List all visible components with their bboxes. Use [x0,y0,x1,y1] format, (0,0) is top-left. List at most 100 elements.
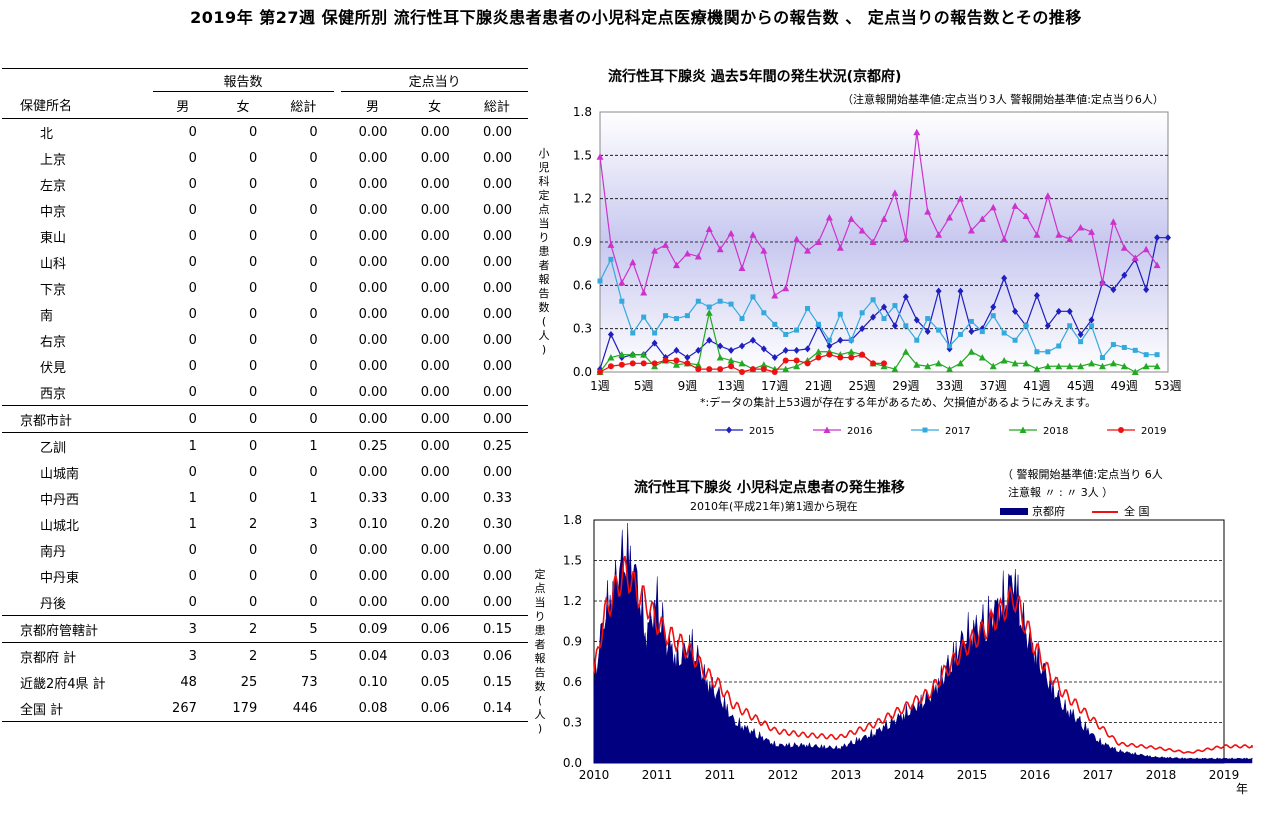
table-cell: 0.15 [483,674,512,690]
table-cell: 5 [273,615,334,643]
row-name: 京都市計 [2,405,153,433]
chart2-svg: 0.0 0.3 0.6 0.9 1.2 1.5 1.8 2010 2011 2011 2012 201… [535,504,1253,796]
chart1-legend-marker [823,426,831,433]
chart1-point [990,313,996,319]
table-cell: 0.00 [403,405,466,433]
table-cell: 0.03 [403,642,466,669]
chart2-ylabel-char: 定 [535,567,546,581]
chart1-point [673,316,679,322]
chart1-point [738,264,746,271]
table-cell: 0.00 [403,432,466,459]
table-cell: 0 [248,490,258,506]
table-row: 丹後 0 0 0 0.00 0.00 0.00 [2,589,528,616]
chart1-point [695,346,702,354]
chart1-point [924,208,932,215]
table-cell: 0.00 [358,228,388,244]
table-row: 北 0 0 0 0.00 0.00 0.00 [2,118,528,145]
chart1-point [1120,362,1128,370]
chart2-xtick: 2016 [1020,768,1051,782]
chart1-point [706,304,712,310]
chart1-point [728,346,735,354]
table-cell: 0.00 [483,594,512,610]
row-name: 中丹東 [40,570,80,586]
chart2-xtick: 2010 [579,768,610,782]
chart1-point [618,278,626,286]
table-cell: 0 [212,118,274,145]
chart2-ytick: 0.3 [563,716,582,730]
chart1-ytick: 0.3 [573,322,592,336]
chart1-point [672,361,680,368]
chart1-point [750,294,756,300]
chart1-xtick: 53週 [1154,379,1181,393]
table-cell: 0.00 [420,358,450,374]
chart1-point [1098,278,1106,286]
chart1-point [793,235,801,243]
chart1-point [978,354,986,361]
chart1-point [651,247,659,254]
chart1-legend-marker [922,427,928,433]
table-cell: 0 [309,254,318,270]
chart1-point [870,360,877,367]
row-name: 丹後 [40,596,67,612]
chart1-point [869,238,877,245]
table-cell: 0 [188,568,197,584]
table-cell: 0 [188,306,197,322]
table-row: 京都府管轄計 3 2 5 0.09 0.06 0.15 [2,615,528,643]
cell-gap [333,615,342,643]
table-cell: 0 [248,332,258,348]
table-cell: 0 [152,118,213,145]
row-name: 京都府 計 [2,642,153,669]
chart1-point [793,357,800,364]
chart1-point [641,314,647,320]
chart1-point [1078,339,1084,345]
table-cell: 0 [273,118,334,145]
chart1-point [935,359,943,367]
chart1-point [651,339,658,347]
table-cell: 3 [152,615,213,643]
chart1-series-line-2018 [599,312,1158,373]
chart2-ylabel-char: ) [538,722,542,735]
chart1-point [913,361,921,368]
table-cell: 0 [248,254,258,270]
chart1-point [847,348,855,355]
chart1-ytick: 0.6 [573,278,592,292]
chart1-point [1045,349,1051,355]
chart1-xtick: 49週 [1111,379,1138,393]
chart1-point [794,327,800,333]
chart1-point [684,360,691,367]
cell-gap [334,145,342,171]
chart2-xtick: 2013 [831,768,862,782]
table-row: 南丹 0 0 0 0.00 0.00 0.00 [2,537,528,563]
chart1-point [739,316,745,322]
chart1-point [783,331,789,337]
chart1-point [881,316,887,322]
row-name: 右京 [40,334,67,350]
table-row: 上京 0 0 0 0.00 0.00 0.00 [2,145,528,171]
table-cell: 0.25 [465,432,528,459]
chart1-point [727,229,735,237]
table-cell: 0 [248,150,258,166]
chart1-ylabel-char: 者 [539,259,550,272]
table-cell: 48 [180,674,197,690]
table-cell: 0.00 [420,254,450,270]
table-cell: 0 [188,358,197,374]
chart1-ylabel-char: ( [542,315,546,328]
chart2-xtick: 2011 [642,768,673,782]
chart2-title: 流行性耳下腺炎 小児科定点患者の発生推移 [634,480,905,496]
table-row: 中丹西 1 0 1 0.33 0.00 0.33 [2,485,528,511]
chart2-xtick: 2018 [1146,768,1177,782]
table-cell: 2 [212,615,274,643]
chart1-point [968,328,975,336]
chart1-point [880,215,888,222]
chart2-subtitle: 2010年(平成21年)第1週から現在 [690,500,858,513]
chart1-point [1077,330,1084,338]
chart1-xtick: 25週 [849,379,876,393]
table-row: 全国 計 267 179 446 0.08 0.06 0.14 [2,695,528,722]
chart1-point [1153,261,1161,269]
table-cell: 0.30 [483,516,512,532]
page-title: 2019年 第27週 保健所別 流行性耳下腺炎患者患者の小児科定点医療機関からの… [190,8,1082,27]
table-cell: 0 [248,384,258,400]
chart1-point [957,331,963,337]
chart1-point [684,354,691,362]
chart1-point [847,215,855,222]
